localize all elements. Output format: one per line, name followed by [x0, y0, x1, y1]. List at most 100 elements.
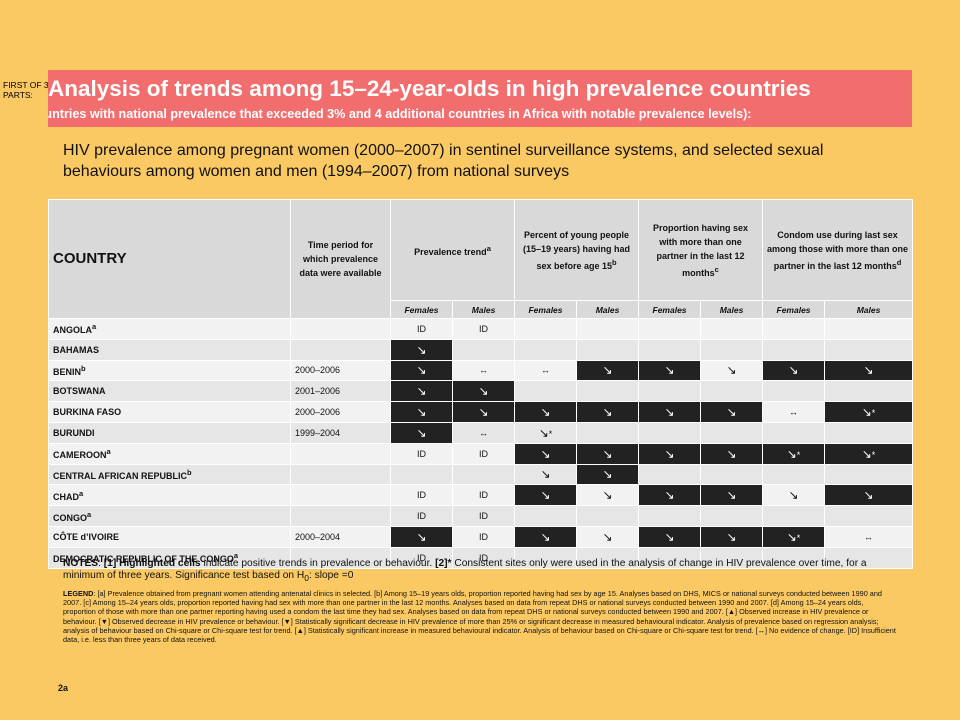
trend-arrow-icon: ↘: [861, 446, 872, 461]
trend-cell: ↔: [514, 359, 577, 382]
trend-cell: [638, 421, 702, 444]
trend-cell: ↘: [390, 380, 453, 403]
trend-arrow-icon: ↘: [540, 488, 551, 503]
trend-arrow-icon: ↘: [726, 488, 737, 503]
trend-arrow-icon: ↘: [664, 488, 675, 503]
trend-arrow-icon: ↘: [726, 529, 737, 544]
trend-cell: [824, 380, 914, 403]
trend-cell: [824, 318, 914, 340]
trend-arrow-icon: ↘: [416, 384, 427, 399]
trend-cell: ↘: [638, 359, 702, 382]
country-name: BENINb: [48, 359, 291, 382]
trend-cell: ↘*: [824, 442, 914, 465]
trend-cell: ID: [452, 442, 515, 465]
trend-arrow-icon: ↘: [540, 467, 551, 482]
table-row: DEMOCRATIC REPUBLIC OF THE CONGOa ID ID: [48, 546, 914, 569]
trend-arrow-icon: ↘: [540, 405, 551, 420]
country-name: BOTSWANA: [48, 380, 291, 403]
trend-cell: ↘*: [824, 401, 914, 423]
trend-cell: [700, 546, 764, 569]
trend-cell: ↔: [762, 401, 826, 423]
table-row: CÔTE d’IVOIRE 2000–2004 ↘ ID ↘ ↘ ↘ ↘ ↘* ↔: [48, 525, 914, 548]
trend-cell: [762, 421, 826, 444]
trend-arrow-icon: ↘: [664, 529, 675, 544]
country-name: CHADa: [48, 484, 291, 507]
trend-arrow-icon: ↘: [416, 529, 427, 544]
trend-cell: ↘: [575, 525, 640, 548]
trend-cell: [638, 463, 702, 486]
time-period: [290, 318, 391, 340]
trend-cell: ↘: [638, 401, 702, 423]
title-banner: Analysis of trends among 15–24-year-olds…: [48, 70, 912, 127]
trend-cell: [762, 380, 826, 403]
trend-cell: ↘: [390, 401, 453, 423]
trend-cell: ↘: [824, 359, 914, 382]
trend-cell: [824, 546, 914, 569]
trend-cell: [452, 338, 515, 361]
trend-arrow-icon: ↘: [602, 363, 613, 378]
trend-cell: ID: [390, 505, 453, 527]
sub-header-males: Males: [452, 300, 515, 319]
trend-cell: ↘: [514, 463, 577, 486]
trends-table: COUNTRY Time period for which prevalence…: [48, 199, 914, 569]
trend-cell: [638, 505, 702, 527]
trend-cell: ↘*: [762, 442, 826, 465]
trend-cell: ↘: [390, 338, 453, 361]
country-name: CENTRAL AFRICAN REPUBLICb: [48, 463, 291, 486]
col-header-prevalence: Prevalence trenda: [390, 199, 515, 301]
trend-cell: ↘: [575, 442, 640, 465]
trend-arrow-icon: ↘: [602, 405, 613, 420]
page-title-subline: (all countries with national prevalence …: [48, 107, 752, 121]
trend-cell: ↘: [514, 442, 577, 465]
col-header-country: COUNTRY: [48, 199, 291, 319]
time-period: [290, 463, 391, 486]
table-row: ANGOLAa ID ID: [48, 318, 914, 340]
trend-cell: ID: [390, 546, 453, 569]
time-period: [290, 546, 391, 569]
trend-cell: ↘: [700, 442, 764, 465]
table-row: BOTSWANA 2001–2006 ↘ ↘: [48, 380, 914, 403]
trend-arrow-icon: ↘: [538, 425, 549, 440]
trend-cell: [638, 546, 702, 569]
legend-block: LEGEND: [a] Prevalence obtained from pre…: [63, 589, 896, 645]
trend-cell: ↘: [575, 359, 640, 382]
trend-cell: ↘: [700, 401, 764, 423]
time-period: [290, 505, 391, 527]
trend-cell: ↔: [452, 421, 515, 444]
trend-cell: [762, 505, 826, 527]
country-name: CAMEROONa: [48, 442, 291, 465]
sub-header-females: Females: [514, 300, 577, 319]
time-period: 2000–2006: [290, 359, 391, 382]
sub-header-males: Males: [575, 300, 640, 319]
trend-cell: ID: [390, 318, 453, 340]
sub-header-females: Females: [390, 300, 453, 319]
trend-cell: [514, 505, 577, 527]
trend-cell: [575, 505, 640, 527]
country-name: CONGOa: [48, 505, 291, 527]
trend-cell: ID: [390, 442, 453, 465]
trend-arrow-icon: ↘: [726, 363, 737, 378]
trend-cell: [575, 380, 640, 403]
trend-arrow-icon: ↘: [664, 446, 675, 461]
trend-cell: ↘: [514, 484, 577, 507]
trend-arrow-icon: ↘: [786, 446, 797, 461]
trend-cell: ↘*: [762, 525, 826, 548]
trend-cell: ↘: [700, 484, 764, 507]
trend-arrow-icon: ↘: [664, 363, 675, 378]
table-row: BENINb 2000–2006 ↘ ↔ ↔ ↘ ↘ ↘ ↘ ↘: [48, 359, 914, 382]
trend-cell: [638, 338, 702, 361]
trend-arrow-icon: ↘: [478, 384, 489, 399]
trend-cell: [700, 380, 764, 403]
trend-cell: ↘: [575, 401, 640, 423]
trend-cell: [762, 463, 826, 486]
trend-cell: ↘: [700, 525, 764, 548]
trend-cell: ↘: [575, 463, 640, 486]
trend-cell: [638, 380, 702, 403]
trend-arrow-icon: ↘: [416, 425, 427, 440]
time-period: [290, 484, 391, 507]
country-name: DEMOCRATIC REPUBLIC OF THE CONGOa: [48, 546, 291, 569]
trend-cell: [452, 463, 515, 486]
sub-header-males: Males: [700, 300, 764, 319]
trend-arrow-icon: ↘: [863, 488, 874, 503]
trend-arrow-icon: ↘: [788, 363, 799, 378]
